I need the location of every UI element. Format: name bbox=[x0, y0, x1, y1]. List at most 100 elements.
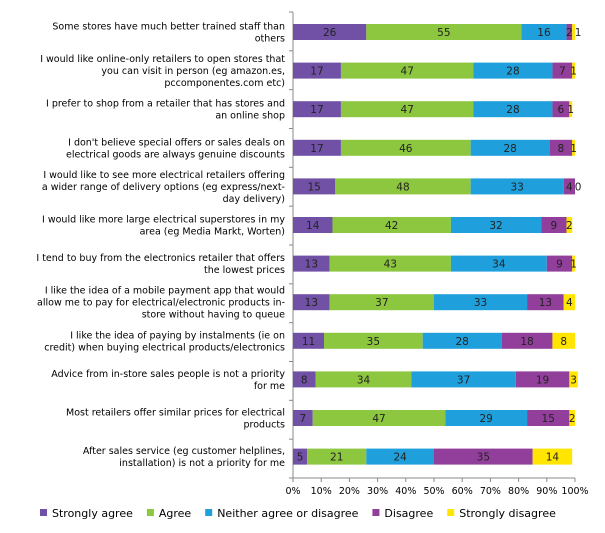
legend-swatch bbox=[40, 509, 47, 516]
x-tick-label: 90% bbox=[536, 486, 557, 497]
bar-segment bbox=[566, 24, 573, 40]
bar-segment bbox=[552, 62, 573, 79]
data-label: 2 bbox=[566, 220, 573, 232]
data-label: 8 bbox=[560, 336, 567, 348]
x-tick-label: 20% bbox=[339, 486, 360, 497]
bar-segment bbox=[332, 217, 451, 233]
bar-segment bbox=[293, 101, 341, 118]
bar-segment bbox=[566, 217, 573, 233]
bar-segment bbox=[340, 101, 474, 118]
legend-label: Strongly agree bbox=[52, 507, 133, 520]
category-label: Advice from in-store sales people is not… bbox=[51, 369, 285, 392]
bar-segment bbox=[293, 217, 333, 233]
bar-segment bbox=[572, 24, 575, 40]
data-label: 7 bbox=[300, 413, 307, 425]
data-label: 28 bbox=[456, 336, 469, 348]
data-label: 28 bbox=[506, 66, 519, 78]
legend-swatch bbox=[447, 509, 455, 516]
data-label: 28 bbox=[503, 143, 516, 155]
bar-segment bbox=[329, 294, 434, 311]
bar-segment bbox=[563, 178, 575, 195]
data-label: 42 bbox=[385, 220, 398, 232]
bar-segment bbox=[340, 62, 474, 79]
data-label: 37 bbox=[457, 374, 470, 386]
bar-segment bbox=[340, 139, 471, 156]
x-tick-label: 70% bbox=[480, 486, 501, 497]
bar-segment bbox=[366, 448, 434, 465]
bar-segment bbox=[329, 255, 451, 272]
category-label: I would like to see more electrical reta… bbox=[42, 170, 285, 205]
bar-segment bbox=[293, 332, 325, 349]
data-label: 47 bbox=[372, 413, 385, 425]
data-label: 48 bbox=[396, 181, 409, 193]
legend-label: Strongly disagree bbox=[459, 507, 556, 520]
bar-segment bbox=[312, 410, 446, 426]
legend-label: Agree bbox=[159, 507, 192, 520]
x-tick-label: 100% bbox=[561, 486, 588, 497]
bar-segment bbox=[450, 255, 547, 272]
data-label: 9 bbox=[556, 259, 563, 271]
bar-segment bbox=[521, 24, 567, 40]
x-tick-label: 10% bbox=[311, 486, 332, 497]
category-label: I like the idea of paying by instalments… bbox=[44, 330, 285, 353]
data-label: 14 bbox=[306, 220, 320, 232]
bar-segment bbox=[549, 139, 573, 156]
bar-segment bbox=[546, 255, 573, 272]
category-label: I don't believe special offers or sales … bbox=[66, 137, 285, 160]
data-label: 2 bbox=[569, 413, 576, 425]
bar-segment bbox=[470, 139, 550, 156]
bar-segment bbox=[434, 294, 528, 311]
bar-segment bbox=[569, 410, 575, 426]
bar-segment bbox=[411, 371, 516, 388]
bar-segment bbox=[532, 448, 573, 465]
bar-segment bbox=[422, 332, 502, 349]
data-label: 13 bbox=[305, 297, 318, 309]
data-label: 4 bbox=[566, 297, 573, 309]
x-tick-label: 60% bbox=[452, 486, 473, 497]
bar-segment bbox=[527, 294, 564, 311]
bar-segment bbox=[541, 217, 567, 233]
bar-segment bbox=[470, 178, 564, 195]
category-label: I like the idea of a mobile payment app … bbox=[37, 286, 285, 321]
data-label: 33 bbox=[474, 297, 487, 309]
x-tick-label: 80% bbox=[508, 486, 529, 497]
data-label: 8 bbox=[301, 374, 308, 386]
bar-segment bbox=[552, 332, 575, 349]
data-label: 1 bbox=[570, 66, 577, 78]
legend-swatch bbox=[205, 509, 213, 516]
data-label: 17 bbox=[310, 66, 323, 78]
category-label: I prefer to shop from a retailer that ha… bbox=[46, 99, 285, 122]
bar-segment bbox=[293, 448, 308, 465]
category-label: I would like more large electrical super… bbox=[42, 215, 285, 238]
data-label: 1 bbox=[570, 259, 577, 271]
data-label: 1 bbox=[570, 143, 577, 155]
bar-segment bbox=[293, 255, 330, 272]
category-label: I tend to buy from the electronics retai… bbox=[36, 253, 285, 276]
bar-segment bbox=[335, 178, 471, 195]
data-label: 13 bbox=[539, 297, 552, 309]
data-label: 2 bbox=[566, 27, 573, 39]
data-label: 17 bbox=[310, 104, 323, 116]
bar-segment bbox=[293, 294, 330, 311]
category-label: I would like online-only retailers to op… bbox=[40, 54, 285, 89]
category-label: Most retailers offer similar prices for … bbox=[66, 408, 285, 431]
bar-segment bbox=[473, 101, 553, 118]
bar-segment bbox=[569, 371, 578, 388]
bar-segment bbox=[293, 62, 341, 79]
data-label: 3 bbox=[570, 374, 577, 386]
legend-label: Neither agree or disagree bbox=[217, 507, 358, 520]
data-label: 47 bbox=[401, 66, 414, 78]
data-label: 4 bbox=[566, 181, 573, 193]
bar-segment bbox=[450, 217, 542, 233]
x-tick-label: 30% bbox=[367, 486, 388, 497]
bar-segment bbox=[572, 62, 575, 79]
data-label: 15 bbox=[542, 413, 555, 425]
data-label: 16 bbox=[537, 27, 551, 39]
x-tick-label: 40% bbox=[395, 486, 416, 497]
data-label: 55 bbox=[437, 27, 450, 39]
bar-segment bbox=[572, 255, 575, 272]
category-label: After sales service (eg customer helplin… bbox=[83, 446, 285, 469]
data-label: 34 bbox=[492, 259, 506, 271]
data-label: 26 bbox=[323, 27, 337, 39]
